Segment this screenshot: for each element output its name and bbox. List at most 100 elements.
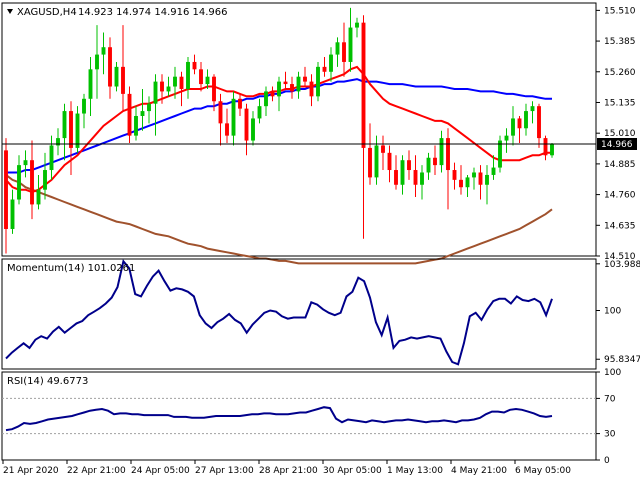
momentum-path [5, 259, 553, 366]
candle-body [361, 22, 366, 148]
candle-body [543, 138, 548, 156]
time-axis: 21 Apr 2020 22 Apr 21:00 24 Apr 05:00 27 Ap… [2, 460, 571, 476]
candle-body [472, 172, 476, 178]
candle-body [452, 170, 457, 180]
candle-body [186, 61, 190, 89]
candle-body [303, 76, 307, 82]
candle-body [251, 118, 255, 141]
sma-slow-line [5, 174, 553, 265]
candle-body [238, 98, 242, 109]
candle-body [498, 140, 502, 168]
candle-body [225, 123, 229, 136]
momentum-tick-label: 100 [604, 306, 621, 316]
candle-body [550, 143, 554, 156]
momentum-label: Momentum(14) 101.0261 [7, 263, 135, 274]
momentum-tick-label: 95.8347 [604, 355, 640, 365]
time-tick-label: 28 Apr 21:00 [259, 466, 318, 476]
candle-body [205, 76, 210, 85]
price-tick-label: 15.260 [604, 68, 636, 78]
candle-body [43, 170, 47, 190]
candle-body [36, 189, 41, 205]
candle-body [465, 177, 470, 188]
candle-body [140, 111, 145, 116]
time-tick-label: 24 Apr 05:00 [131, 466, 190, 476]
rsi-panel-frame [1, 371, 597, 461]
candle-body [478, 172, 483, 185]
rsi-tick-label: 70 [604, 394, 616, 404]
momentum-line [5, 259, 553, 366]
candle-body [166, 86, 171, 92]
candle-body [433, 157, 437, 166]
time-tick-label: 27 Apr 13:00 [195, 466, 254, 476]
candle-body [485, 174, 489, 185]
candle-body [296, 76, 301, 92]
candle-body [348, 27, 353, 62]
candle-body [504, 135, 509, 141]
price-tick-label: 14.885 [604, 160, 636, 170]
candle-body [257, 106, 262, 119]
candle-body [342, 42, 346, 62]
current-price-tag [597, 137, 637, 150]
candle-body [290, 84, 294, 92]
price-tick-label: 14.760 [604, 191, 636, 201]
candle-body [17, 165, 21, 200]
rsi-panel: 100 70 30 0 RSI(14) 49.6773 [1, 368, 621, 466]
candle-body [530, 106, 535, 112]
candle-body [114, 66, 119, 87]
candle-body [329, 54, 333, 72]
candle-body [400, 160, 405, 185]
candle-body [264, 91, 268, 107]
candle-body [381, 145, 385, 153]
candle-body [459, 179, 463, 188]
collapse-arrow-icon[interactable] [7, 9, 13, 14]
time-tick-label: 4 May 21:00 [451, 466, 507, 476]
candle-body [69, 111, 73, 148]
candle-body [517, 118, 522, 129]
candle-body [147, 103, 151, 112]
rsi-tick-label: 0 [604, 456, 610, 466]
candle-body [283, 81, 288, 85]
candle-body [511, 118, 515, 136]
momentum-tick-label: 103.9882 [604, 260, 640, 270]
candle-body [524, 111, 528, 129]
time-tick-label: 1 May 13:00 [387, 466, 443, 476]
momentum-panel-frame [1, 258, 597, 370]
candle-body [231, 98, 236, 136]
candle-body [439, 138, 444, 166]
candle-body [413, 170, 418, 185]
candle-body [387, 152, 392, 171]
candle-body [4, 150, 8, 229]
candle-body [30, 160, 34, 205]
symbol-label: XAGUSD,H4 [17, 7, 77, 18]
candle-body [335, 42, 340, 55]
candle-body [270, 91, 275, 97]
price-panel: 15.510 15.385 15.260 15.135 15.010 14.885 14.7… [1, 2, 637, 265]
rsi-tick-label: 30 [604, 430, 616, 440]
candle-body [244, 108, 249, 141]
candle-body [491, 167, 496, 175]
candle-body [75, 113, 80, 148]
price-tick-label: 15.135 [604, 98, 636, 108]
candle-body [108, 47, 112, 87]
candle-body [316, 66, 320, 97]
rsi-label: RSI(14) 49.6773 [7, 376, 88, 387]
rsi-y-axis: 100 70 30 0 [596, 368, 621, 466]
candle-body [153, 81, 158, 104]
time-tick-label: 21 Apr 2020 [3, 466, 59, 476]
candle-body [537, 106, 541, 139]
candle-body [192, 61, 197, 70]
rsi-line [5, 406, 553, 432]
time-tick-label: 6 May 05:00 [515, 466, 571, 476]
time-tick-label: 22 Apr 21:00 [67, 466, 126, 476]
price-tick-label: 15.010 [604, 129, 636, 139]
price-tick-label: 15.385 [604, 37, 636, 47]
candle-body [199, 69, 203, 85]
candle-body [127, 93, 132, 136]
rsi-tick-label: 100 [604, 368, 621, 378]
candle-body [121, 66, 125, 94]
candle-body [420, 172, 424, 185]
price-tick-label: 14.510 [604, 252, 636, 262]
price-tick-label: 14.635 [604, 221, 636, 231]
